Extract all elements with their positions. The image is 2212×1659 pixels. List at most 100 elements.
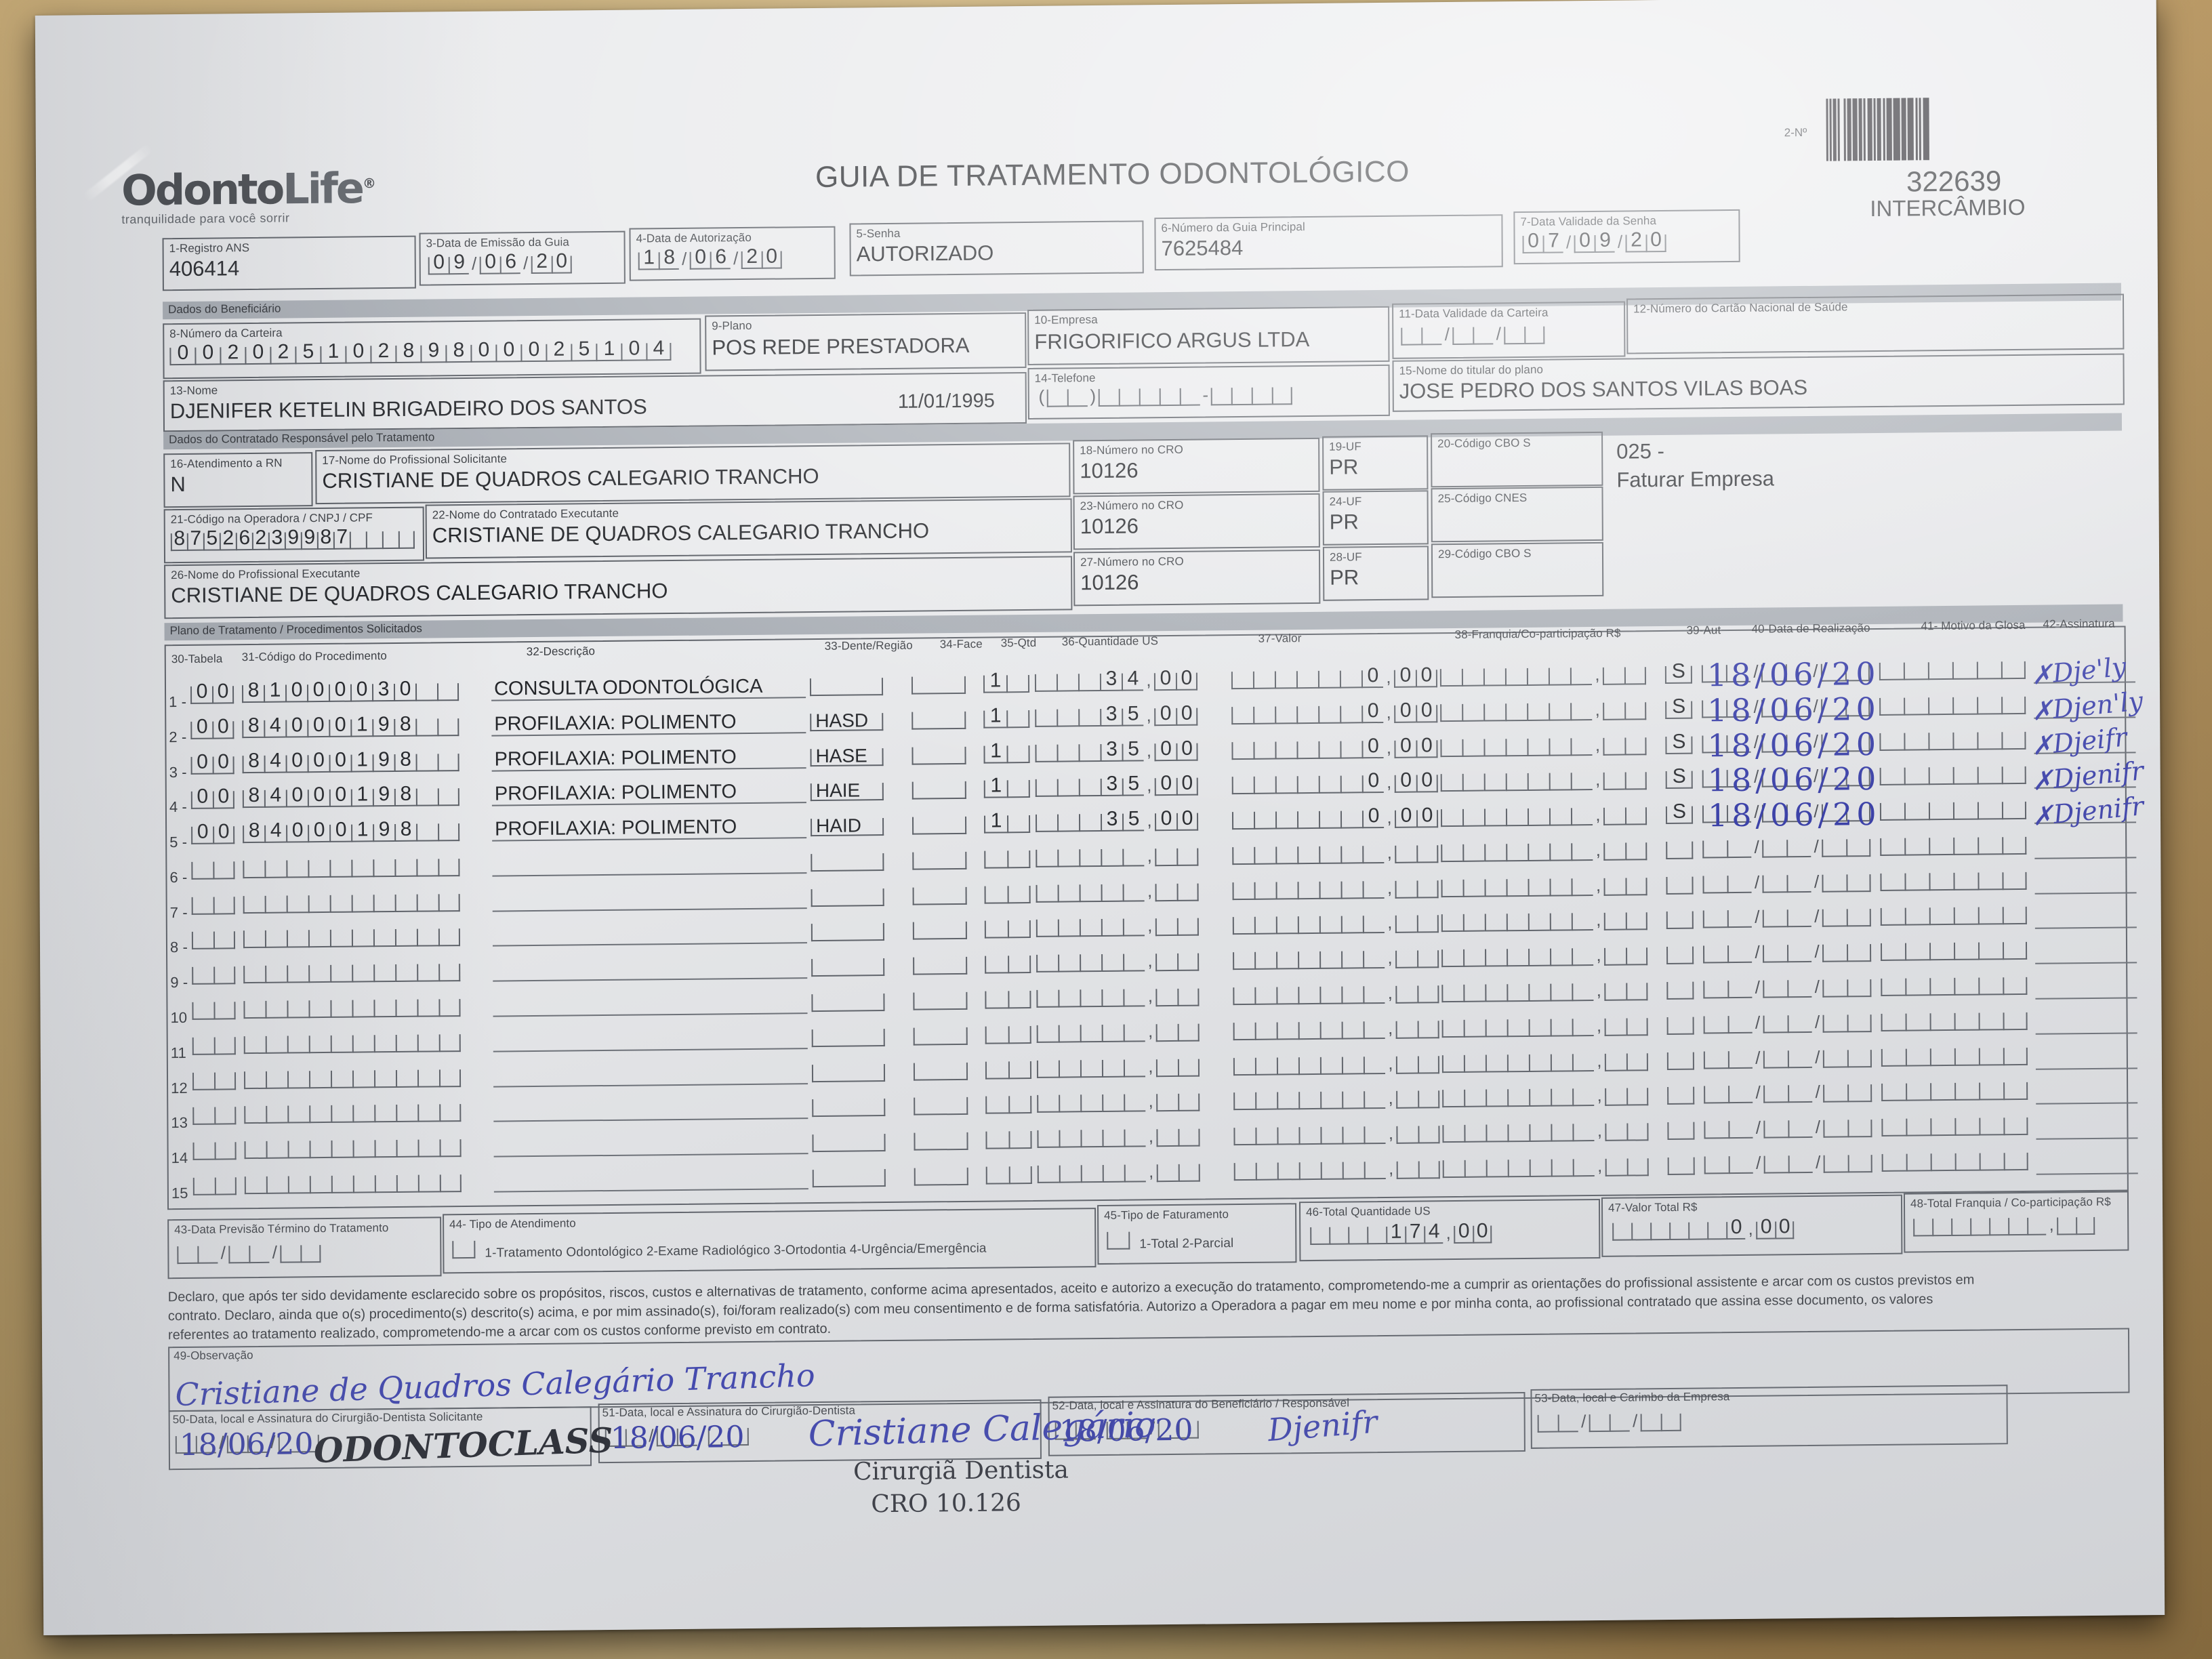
input-cell[interactable] [1395,1021,1418,1039]
cell-codigo-procedimento[interactable] [243,999,461,1019]
input-cell[interactable]: 1 [320,340,346,365]
input-cell[interactable] [439,1104,462,1122]
input-cell[interactable] [1879,697,1904,716]
cell-motivo-glosa[interactable] [1881,1012,2028,1031]
input-cell[interactable]: 1 [983,739,1007,764]
input-cell[interactable]: 0 [285,749,308,773]
input-cell[interactable] [243,1071,266,1090]
cell-aut[interactable]: S [1665,695,1693,719]
input-cell[interactable] [1057,814,1080,832]
input-cell[interactable] [417,1069,440,1088]
input-cell[interactable] [1549,843,1572,861]
input-cell[interactable]: 8 [242,784,264,808]
input-cell[interactable] [811,923,884,942]
input-cell[interactable] [1341,986,1364,1004]
input-cell[interactable] [1605,1123,1627,1141]
input-cell[interactable] [243,860,265,879]
input-cell[interactable] [1788,1084,1813,1103]
input-cell[interactable] [1527,738,1549,756]
input-cell[interactable] [1233,1092,1256,1111]
input-cell[interactable] [1275,846,1298,865]
input-cell[interactable] [1572,1159,1595,1177]
cell-qtd[interactable] [985,955,1031,974]
input-cell[interactable] [1156,1164,1179,1183]
input-cell[interactable] [1036,884,1058,903]
input-cell[interactable]: 0 [1154,772,1176,796]
input-cell[interactable] [1625,878,1647,896]
input-cell[interactable] [1505,738,1528,757]
input-cell[interactable] [1484,844,1507,862]
input-cell[interactable] [438,859,460,877]
input-cell[interactable] [398,531,415,549]
cell-qtd[interactable] [985,1166,1032,1185]
input-cell[interactable] [2057,1217,2076,1235]
input-cell[interactable] [1571,913,1593,931]
input-cell[interactable]: 0 [1361,804,1385,829]
input-cell[interactable]: 0 [345,340,371,364]
input-cell[interactable] [1078,778,1101,797]
input-cell[interactable] [1879,733,1904,751]
input-cell[interactable]: 0 [1176,737,1198,761]
input-cell[interactable] [1462,879,1485,897]
input-cell[interactable] [1124,1164,1146,1183]
input-cell[interactable]: 1 [983,774,1007,798]
input-cell[interactable] [213,1002,236,1020]
input-cell[interactable] [1102,1164,1124,1183]
input-cell[interactable] [1007,920,1031,939]
cell-qtd[interactable] [985,1130,1032,1149]
input-cell[interactable] [1318,811,1341,829]
input-cell[interactable]: 4 [264,750,286,773]
input-cell[interactable] [912,816,967,835]
input-cell[interactable] [249,1245,270,1264]
input-cell[interactable] [265,1000,287,1019]
input-cell[interactable] [1507,1054,1529,1073]
input-cell[interactable] [1529,1159,1551,1177]
input-cell[interactable]: 8 [394,713,416,737]
input-cell[interactable] [1879,662,1904,680]
input-cell[interactable] [1442,1089,1465,1108]
input-cell[interactable] [1626,1053,1648,1071]
input-cell[interactable]: 1 [350,783,373,807]
cell-codigo-procedimento[interactable] [243,894,460,914]
input-cell[interactable] [1822,909,1847,927]
input-cell[interactable] [1124,1129,1146,1147]
input-cell[interactable]: 2 [220,341,245,365]
input-cell[interactable] [1612,1223,1632,1241]
input-cell[interactable] [2002,836,2027,855]
input-cell[interactable]: 0 [213,820,235,844]
cell-codigo-procedimento[interactable] [243,1034,461,1054]
input-cell[interactable] [1904,838,1929,856]
cell-valor[interactable]: , [1233,1088,1440,1111]
input-cell[interactable] [1233,1022,1255,1041]
cell-dente-regiao[interactable] [811,958,885,977]
input-cell[interactable] [192,1037,214,1055]
input-cell[interactable] [438,1034,461,1052]
cell-franquia[interactable]: , [1442,1155,1649,1179]
input-cell[interactable] [1527,703,1549,721]
cell-codigo-procedimento[interactable] [243,859,460,879]
input-cell[interactable] [1340,775,1362,794]
input-cell[interactable] [2001,661,2026,680]
input-cell[interactable] [1442,1160,1465,1179]
cell-motivo-glosa[interactable] [1880,836,2027,856]
input-cell[interactable] [1527,808,1550,826]
input-cell[interactable] [2003,1047,2028,1066]
input-cell[interactable] [1233,951,1255,970]
input-cell[interactable] [1253,741,1275,760]
input-cell[interactable] [1978,1012,2003,1031]
input-cell[interactable] [1037,1130,1059,1148]
input-cell[interactable] [985,1061,1009,1080]
input-cell[interactable] [1626,983,1648,1001]
input-cell[interactable] [1255,1162,1277,1181]
input-cell[interactable] [1317,670,1340,689]
input-cell[interactable]: 3 [1100,738,1122,762]
input-cell[interactable]: 0 [1416,769,1438,793]
input-cell[interactable]: 8 [394,783,416,806]
input-cell[interactable] [1232,882,1254,901]
input-cell[interactable] [437,754,459,772]
input-cell[interactable] [1822,979,1847,998]
input-cell[interactable] [265,1036,287,1054]
